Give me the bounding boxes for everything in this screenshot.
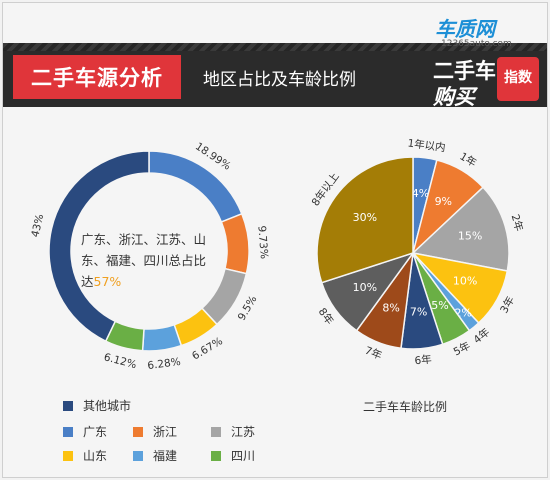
legend-item: 广东 <box>63 423 107 440</box>
donut-slice <box>48 150 150 343</box>
pie-data-label: 4% <box>412 187 429 200</box>
legend-swatch <box>133 450 143 461</box>
pie-data-label: 8% <box>382 301 399 314</box>
donut-data-label: 6.12% <box>102 351 137 371</box>
pie-slice <box>316 156 414 284</box>
pie-category-label: 4年 <box>471 325 493 346</box>
legend-swatch <box>63 400 73 411</box>
charts-svg: 18.99%9.73%9.5%6.67%6.28%6.12%43%4%1年以内9… <box>29 137 526 373</box>
pie-data-label: 5% <box>431 299 448 312</box>
donut-data-label: 43% <box>29 213 46 238</box>
legend-label: 广东 <box>83 425 108 439</box>
page-subtitle: 地区占比及车龄比例 <box>203 69 356 90</box>
pie-category-label: 1年 <box>458 150 479 170</box>
donut-slice <box>141 323 183 352</box>
brand-logo: 车质网 12365auto.com 二手车 购买 指数 <box>427 5 545 109</box>
pie-category-label: 5年 <box>451 339 472 358</box>
pie-category-label: 6年 <box>414 353 432 368</box>
legend-item: 福建 <box>133 447 177 464</box>
legend-label: 福建 <box>153 449 178 463</box>
brand-line-4: 购买 <box>433 85 475 109</box>
legend-swatch <box>133 426 143 437</box>
pie-chart-title: 二手车车龄比例 <box>363 400 448 414</box>
donut-center-label: 广东、浙江、江苏、山东、福建、四川总占比达 <box>81 232 207 289</box>
legend-item: 四川 <box>211 447 255 464</box>
brand-name: 车质网 <box>435 17 495 41</box>
legend-label: 其他城市 <box>83 399 132 413</box>
pie-category-label: 3年 <box>497 294 517 315</box>
pie-data-label: 9% <box>435 195 452 208</box>
donut-center-text: 广东、浙江、江苏、山东、福建、四川总占比达57% <box>81 229 209 292</box>
donut-data-label: 9.73% <box>255 225 270 259</box>
legend-label: 山东 <box>83 449 108 463</box>
legend-item: 江苏 <box>211 423 255 440</box>
donut-center-value: 57% <box>93 274 122 289</box>
pie-category-label: 1年以内 <box>407 137 447 155</box>
legend-swatch <box>211 450 221 461</box>
legend-swatch <box>211 426 221 437</box>
legend-swatch <box>63 426 73 437</box>
pie-category-label: 7年 <box>363 344 384 362</box>
pie-slice <box>411 186 510 272</box>
pie-data-label: 7% <box>410 305 427 318</box>
donut-data-label: 9.5% <box>236 294 260 323</box>
pie-data-label: 10% <box>453 275 477 288</box>
pie-data-label: 15% <box>458 229 482 242</box>
brand-line-3: 二手车 <box>433 59 496 83</box>
page-title: 二手车源分析 <box>13 55 181 99</box>
pie-data-label: 10% <box>353 281 377 294</box>
brand-url: 12365auto.com <box>441 39 512 49</box>
pie-category-label: 2年 <box>509 213 526 233</box>
legend-item: 浙江 <box>133 423 177 440</box>
legend-swatch <box>63 450 73 461</box>
legend-item: 山东 <box>63 447 107 464</box>
donut-data-label: 6.28% <box>147 356 182 372</box>
legend-label: 浙江 <box>153 425 178 439</box>
pie-category-label: 8年 <box>316 305 337 327</box>
pie-data-label: 30% <box>353 211 377 224</box>
legend-item: 其他城市 <box>63 397 131 414</box>
legend-label: 四川 <box>231 449 256 463</box>
legend-label: 江苏 <box>231 425 256 439</box>
brand-badge: 指数 <box>497 57 539 101</box>
donut-slice <box>220 212 250 275</box>
